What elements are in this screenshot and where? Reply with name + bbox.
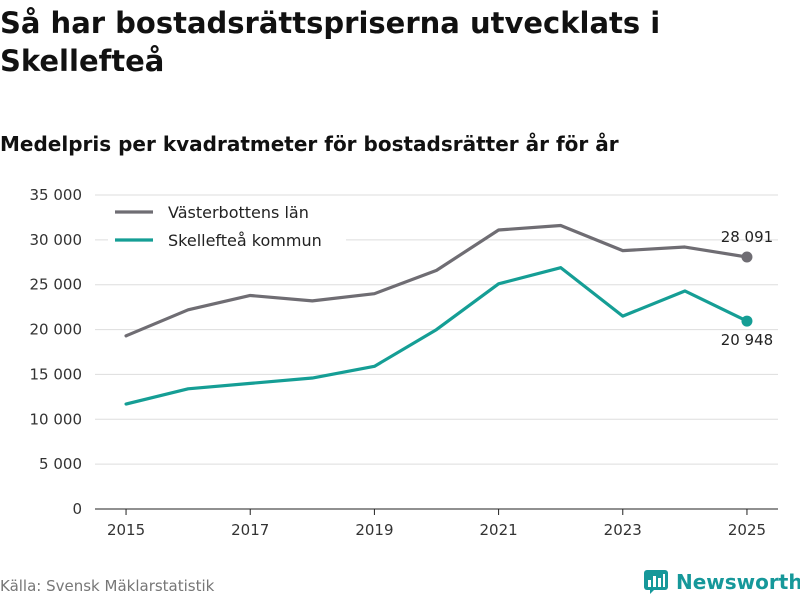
x-tick-label: 2021 [479, 521, 517, 539]
x-tick-label: 2019 [355, 521, 393, 539]
legend-label: Västerbottens län [168, 203, 309, 222]
y-tick-label: 0 [72, 500, 82, 518]
x-axis: 2015 2017 2019 2021 2023 2025 [95, 508, 778, 539]
y-tick-label: 20 000 [30, 321, 83, 339]
y-tick-label: 35 000 [30, 186, 83, 204]
y-tick-label: 5 000 [39, 455, 82, 473]
series-line [124, 266, 749, 406]
newsworthy-logo-icon [644, 570, 668, 594]
source-note: Källa: Svensk Mäklarstatistik [0, 577, 215, 595]
y-tick-label: 25 000 [30, 276, 83, 294]
x-tick-label: 2017 [231, 521, 269, 539]
x-tick-label: 2015 [107, 521, 145, 539]
y-tick-label: 30 000 [30, 231, 83, 249]
end-value-label: 28 091 [721, 228, 774, 246]
legend-label: Skellefteå kommun [168, 231, 322, 250]
series-lines [124, 223, 753, 406]
end-point [741, 251, 753, 263]
legend-box [108, 197, 346, 255]
brand-logo[interactable]: Newsworthy [644, 570, 800, 594]
y-tick-label: 10 000 [30, 410, 83, 428]
chart-subtitle: Medelpris per kvadratmeter för bostadsrä… [0, 132, 619, 156]
legend: Västerbottens län Skellefteå kommun [108, 197, 346, 255]
end-labels: 28 091 20 948 [721, 228, 774, 349]
end-point [741, 315, 753, 327]
chart-title: Så har bostadsrättspriserna utvecklats i… [0, 6, 661, 78]
x-tick-label: 2023 [604, 521, 642, 539]
series-line [124, 223, 749, 338]
end-value-label: 20 948 [721, 331, 774, 349]
x-tick-label: 2025 [728, 521, 766, 539]
y-tick-label: 15 000 [30, 365, 83, 383]
brand-name: Newsworthy [676, 570, 800, 594]
y-axis-ticks: 0 5 000 10 000 15 000 20 000 25 000 30 000 35 0… [30, 186, 83, 518]
